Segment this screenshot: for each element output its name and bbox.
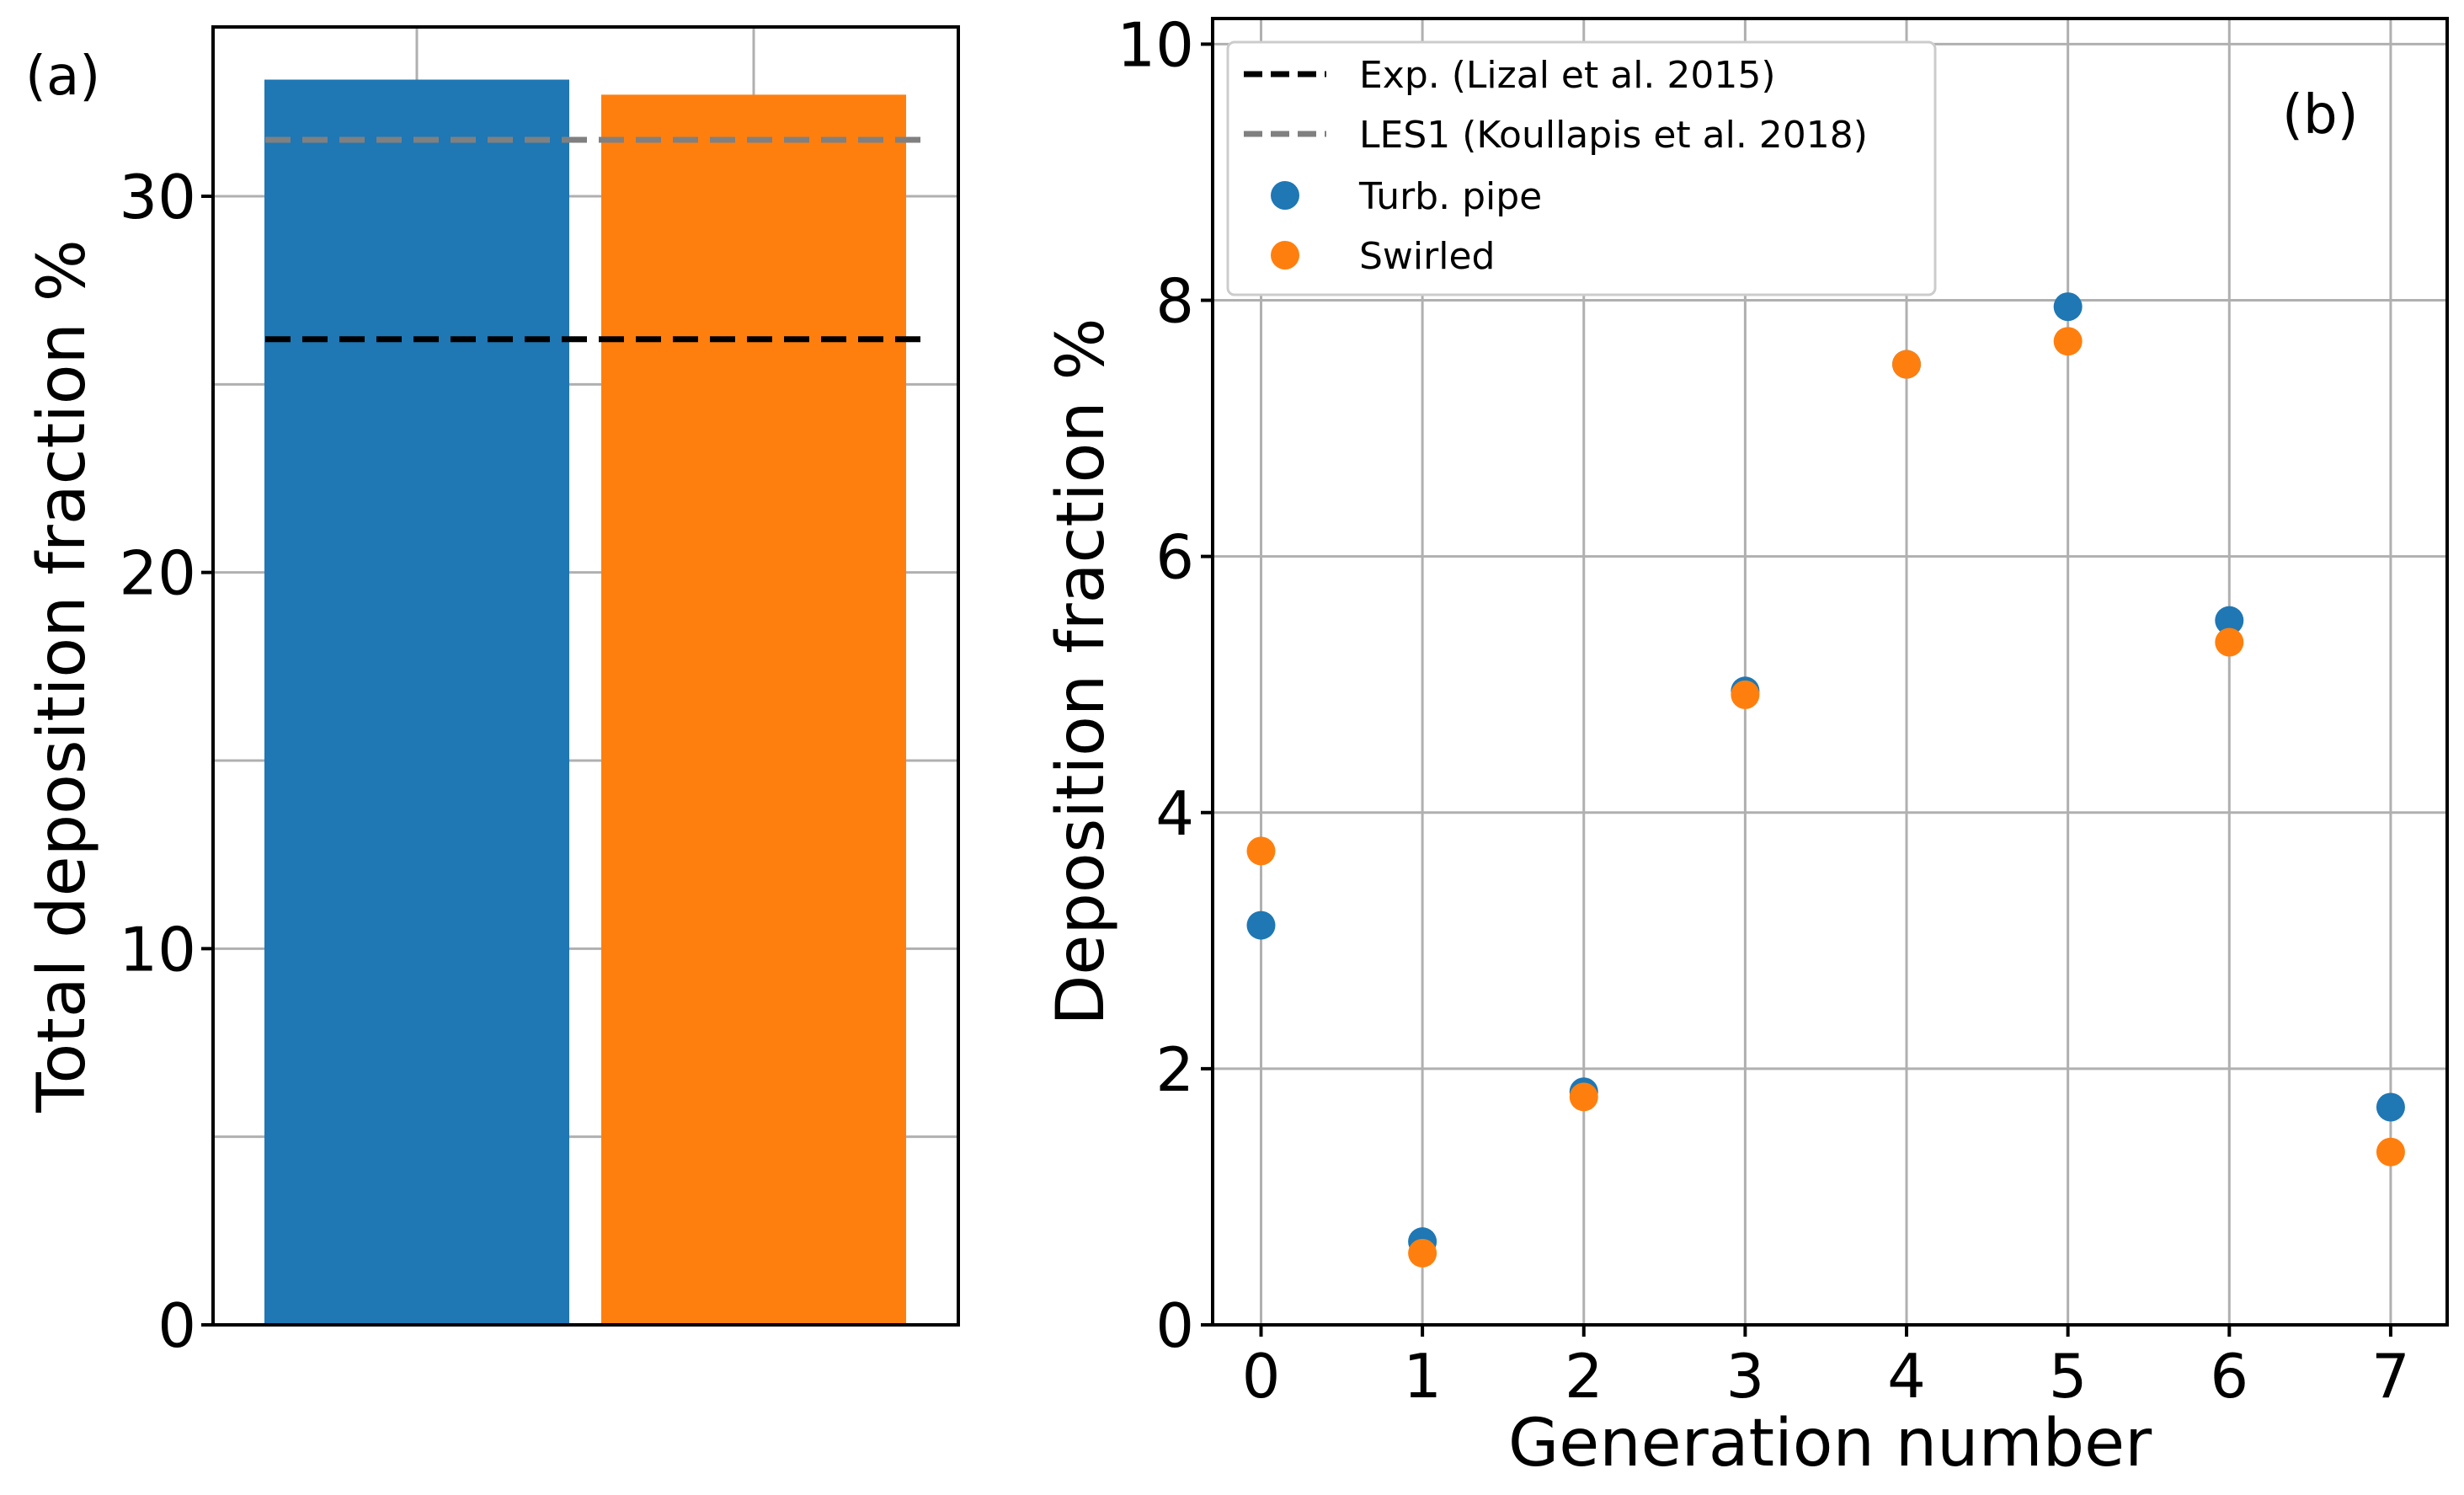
- x-tick-label: 0: [1242, 1341, 1281, 1412]
- swirled-point: [2376, 1137, 2405, 1167]
- turb-pipe-point: [2215, 606, 2244, 635]
- legend: Exp. (Lizal et al. 2015) LES1 (Koullapis …: [1226, 40, 1937, 296]
- panel-b-scatter-chart: 0 2 4 6 8 10 0 1 2 3 4 5 6 7 Generation number Depositi…: [1043, 9, 2449, 1482]
- x-tick-label: 7: [2371, 1341, 2410, 1412]
- y-tick-label: 30: [119, 162, 196, 232]
- y-tick-label: 10: [119, 914, 196, 985]
- x-tick-label: 3: [1725, 1341, 1764, 1412]
- x-tick-label: 1: [1403, 1341, 1442, 1412]
- legend-label: LES1 (Koullapis et al. 2018): [1359, 114, 1868, 157]
- y-tick-label: 4: [1155, 778, 1194, 849]
- y-tick-label: 0: [1155, 1290, 1194, 1361]
- legend-box: [1226, 40, 1937, 296]
- legend-label: Turb. pipe: [1358, 175, 1542, 218]
- x-tick-label: 6: [2210, 1341, 2248, 1412]
- legend-swirled-marker: [1271, 241, 1299, 270]
- legend-label: Exp. (Lizal et al. 2015): [1359, 54, 1776, 97]
- y-axis-label: Total deposition fraction %: [24, 239, 100, 1113]
- x-axis-label: Generation number: [1508, 1406, 2152, 1482]
- swirled-point: [1408, 1238, 1437, 1268]
- y-tick-label: 8: [1155, 266, 1194, 337]
- turb-pipe-point: [2053, 292, 2083, 322]
- turb-pipe-point: [2376, 1092, 2405, 1122]
- y-tick-label: 0: [157, 1290, 196, 1361]
- bar-swirled: [601, 94, 906, 1325]
- panel-label-b: (b): [2282, 84, 2359, 147]
- x-tick-label: 4: [1887, 1341, 1926, 1412]
- y-tick-label: 6: [1155, 522, 1194, 593]
- bar-turb-pipe: [264, 79, 569, 1326]
- plot-frame-b: [1211, 17, 2449, 1327]
- y-tick-label: 2: [1155, 1034, 1194, 1105]
- x-tick-label: 5: [2049, 1341, 2088, 1412]
- plot-frame-a: [211, 25, 960, 1327]
- panel-a-bar-chart: 0 10 20 30 Total deposition fraction % (a): [24, 25, 960, 1361]
- y-tick-label: 20: [119, 538, 196, 609]
- y-tick-label: 10: [1117, 9, 1194, 80]
- swirled-point: [1246, 836, 1276, 866]
- turb-pipe-point: [1246, 910, 1276, 940]
- swirled-point: [2053, 327, 2083, 356]
- swirled-point: [1892, 350, 1922, 379]
- x-tick-label: 2: [1565, 1341, 1603, 1412]
- legend-turb-pipe-marker: [1271, 181, 1299, 210]
- swirled-point: [1731, 680, 1760, 709]
- panel-label-a: (a): [25, 45, 100, 108]
- y-axis-label: Deposition fraction %: [1043, 318, 1119, 1025]
- swirled-point: [1569, 1082, 1598, 1112]
- legend-label: Swirled: [1359, 235, 1495, 278]
- swirled-point: [2215, 627, 2244, 657]
